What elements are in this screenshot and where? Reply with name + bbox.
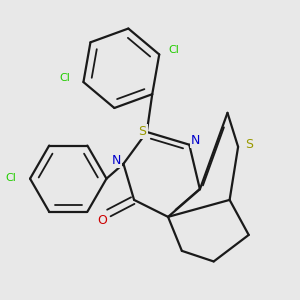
Text: S: S [245, 138, 253, 151]
Text: Cl: Cl [59, 73, 70, 83]
Text: N: N [191, 134, 200, 147]
Text: N: N [111, 154, 121, 167]
Text: S: S [139, 125, 147, 139]
Text: Cl: Cl [169, 45, 179, 55]
Text: O: O [97, 214, 107, 226]
Text: Cl: Cl [5, 172, 16, 183]
